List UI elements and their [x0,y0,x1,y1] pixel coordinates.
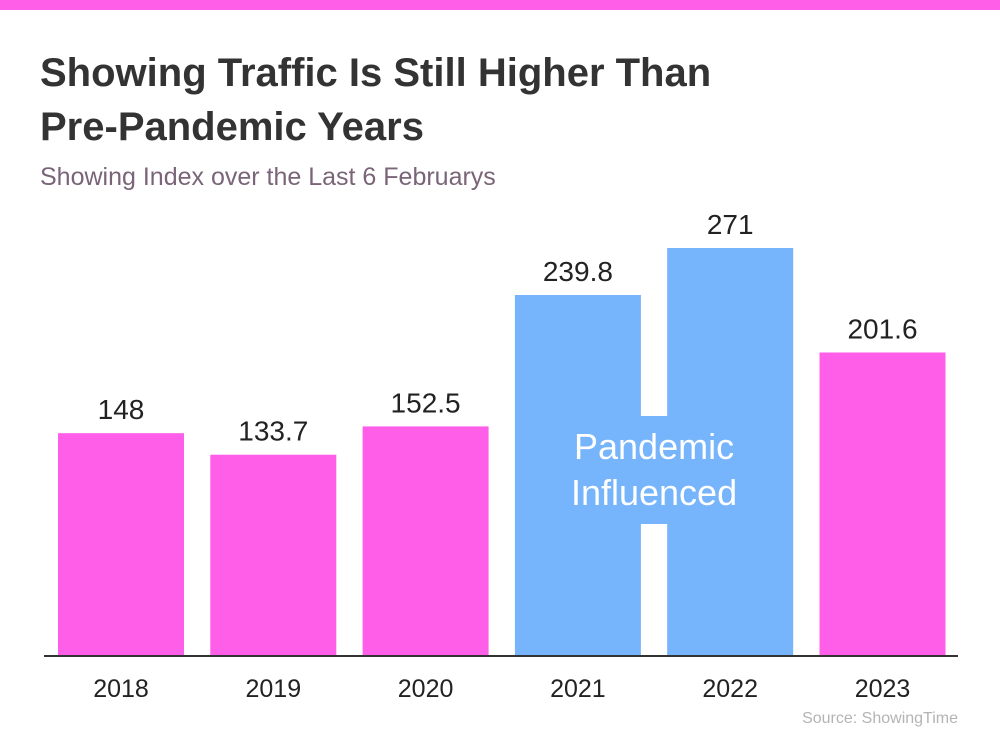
value-label-2021: 239.8 [543,256,613,287]
value-label-2020: 152.5 [391,387,461,418]
bar-2023 [819,352,946,656]
bar-2021 [514,294,641,656]
x-tick-2018: 2018 [93,675,149,703]
value-label-2023: 201.6 [847,313,917,344]
value-label-2018: 148 [98,394,145,425]
bar-2022 [667,248,794,656]
x-tick-2021: 2021 [550,675,606,703]
value-label-2022: 271 [707,209,754,240]
chart-title: Showing Traffic Is Still Higher Than Pre… [40,51,712,149]
source-note: Source: ShowingTime [802,710,958,727]
value-label-2019: 133.7 [238,416,308,447]
pandemic-connector-band [639,416,669,524]
x-tick-2020: 2020 [398,675,454,703]
chart-subtitle: Showing Index over the Last 6 Februarys [40,163,496,191]
x-tick-2019: 2019 [245,675,301,703]
pandemic-annotation-line-2: Influenced [571,472,737,513]
x-tick-2022: 2022 [702,675,758,703]
bar-2020 [362,426,489,656]
x-tick-2023: 2023 [855,675,911,703]
pandemic-annotation-line-1: Pandemic [574,426,734,467]
top-accent-bar [0,0,1000,10]
bar-2019 [210,454,337,656]
bar-2018 [58,433,184,656]
